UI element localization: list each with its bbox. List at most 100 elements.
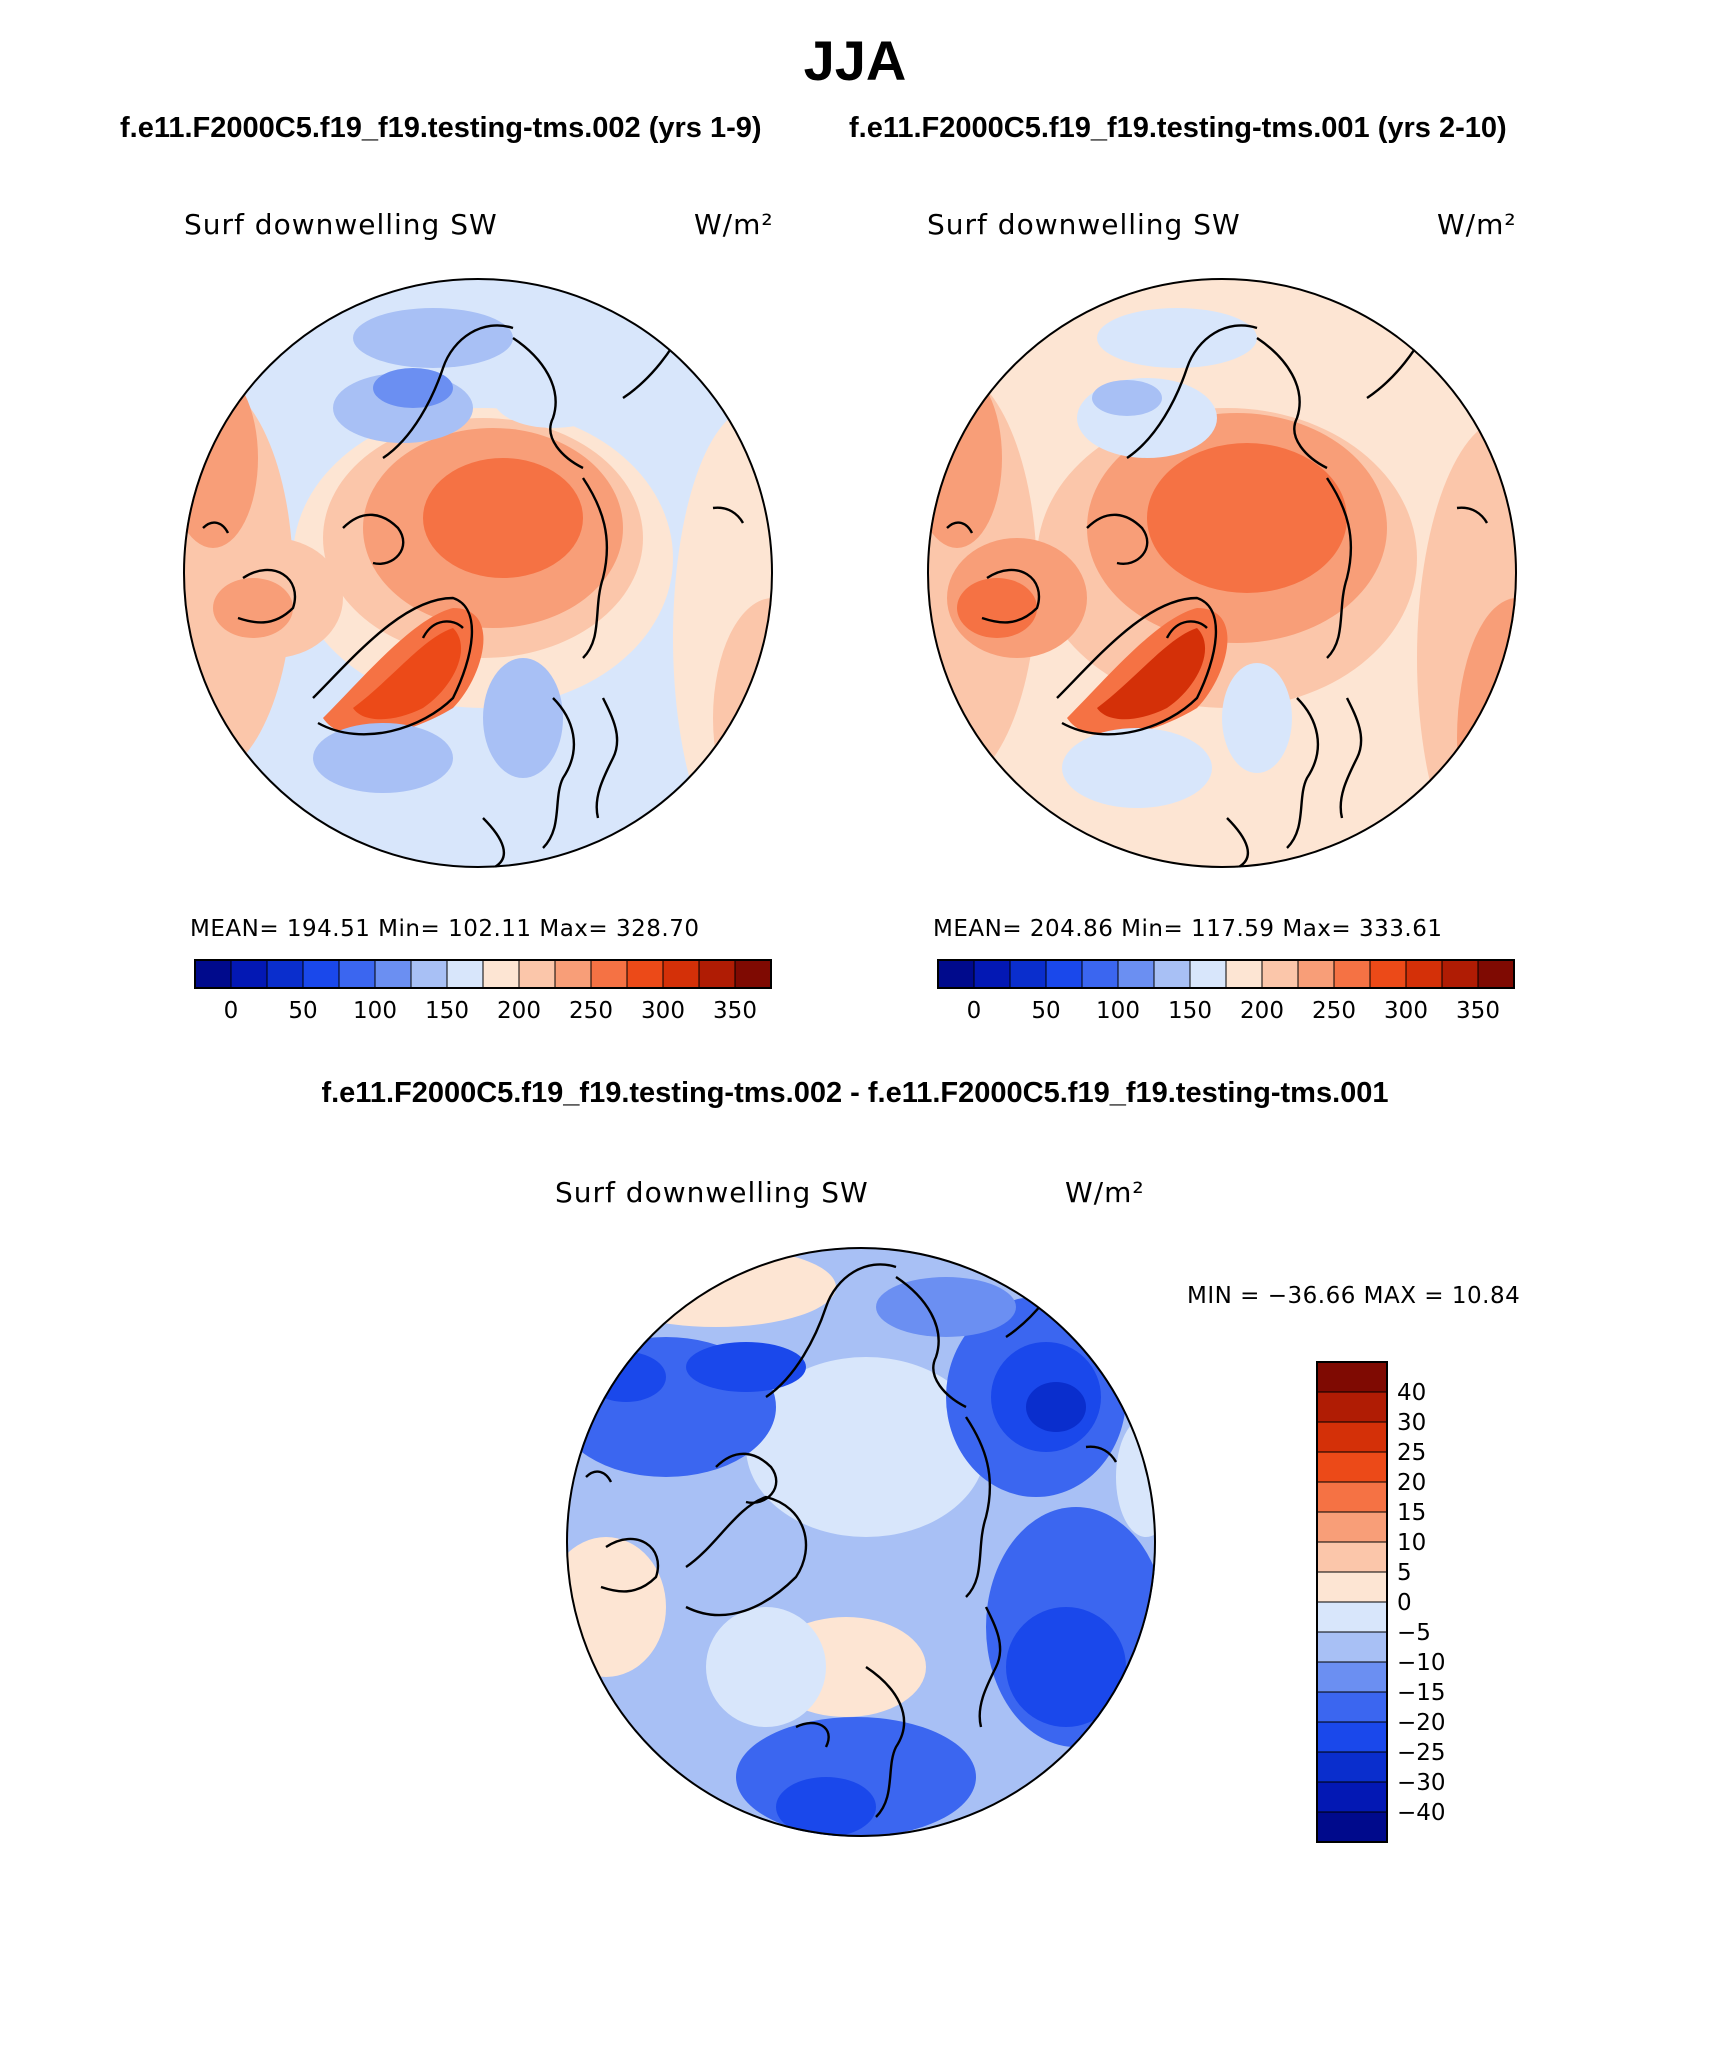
right-colorbar-swatch-9 (1261, 959, 1299, 989)
right-colorbar-tick-label: 150 (1168, 998, 1212, 1024)
difference-colorbar-tick-label: 15 (1397, 1500, 1426, 1526)
difference-colorbar-swatch-12 (1316, 1721, 1388, 1753)
left-colorbar-swatch-5 (374, 959, 412, 989)
right-colorbar-swatch-12 (1369, 959, 1407, 989)
difference-colorbar-swatch-6 (1316, 1541, 1388, 1573)
left-colorbar-swatch-1 (230, 959, 268, 989)
diff-panel-variable-label: Surf downwelling SW (555, 1176, 869, 1209)
figure-title: JJA (803, 29, 907, 92)
right-colorbar-tick-label: 250 (1312, 998, 1356, 1024)
left-colorbar-swatch-2 (266, 959, 304, 989)
difference-colorbar-swatch-3 (1316, 1451, 1388, 1483)
difference-colorbar-tick-label: 5 (1397, 1560, 1412, 1586)
right-colorbar-swatch-3 (1045, 959, 1083, 989)
right-colorbar-swatch-15 (1477, 959, 1515, 989)
left-colorbar-swatch-3 (302, 959, 340, 989)
left-colorbar-tick-label: 100 (353, 998, 397, 1024)
difference-colorbar-frame (1316, 1361, 1388, 1843)
right-colorbar-swatch-7 (1189, 959, 1227, 989)
left-colorbar-swatch-4 (338, 959, 376, 989)
difference-colorbar-tick-label: −10 (1397, 1650, 1446, 1676)
difference-colorbar-swatch-14 (1316, 1781, 1388, 1813)
left-colorbar-swatch-13 (662, 959, 700, 989)
difference-colorbar-tick-label: 25 (1397, 1440, 1426, 1466)
left-colorbar-tick-label: 150 (425, 998, 469, 1024)
right-colorbar-tick-label: 0 (967, 998, 982, 1024)
right-colorbar-tick-label: 100 (1096, 998, 1140, 1024)
left-colorbar-swatch-15 (734, 959, 772, 989)
difference-colorbar-tick-label: 30 (1397, 1410, 1426, 1436)
left-colorbar-swatch-6 (410, 959, 448, 989)
difference-colorbar-tick-label: 10 (1397, 1530, 1426, 1556)
left-colorbar: 0 50 100 150 200 250 300 350 (194, 959, 772, 1024)
left-colorbar-swatch-14 (698, 959, 736, 989)
right-colorbar-swatch-10 (1297, 959, 1335, 989)
left-colorbar-swatch-9 (518, 959, 556, 989)
right-colorbar-swatch-14 (1441, 959, 1479, 989)
left-colorbar-tick-label: 50 (288, 998, 317, 1024)
difference-colorbar: 40 30 25 20 15 10 5 0 −5 −10 −15 −20 −25 −30 −40 (1316, 1361, 1446, 1843)
left-panel-variable-label: Surf downwelling SW (184, 208, 498, 241)
right-panel-units-label: W/m² (1437, 208, 1517, 241)
right-polar-map (927, 278, 1517, 868)
right-colorbar-swatch-0 (937, 959, 975, 989)
difference-colorbar-swatch-5 (1316, 1511, 1388, 1543)
left-colorbar-swatch-12 (626, 959, 664, 989)
right-colorbar-swatch-2 (1009, 959, 1047, 989)
diff-panel-stats: MIN = −36.66 MAX = 10.84 (1187, 1283, 1521, 1309)
difference-colorbar-swatch-13 (1316, 1751, 1388, 1783)
left-colorbar-swatch-10 (554, 959, 592, 989)
right-colorbar-swatch-11 (1333, 959, 1371, 989)
difference-colorbar-tick-label: −15 (1397, 1680, 1446, 1706)
right-colorbar-swatch-13 (1405, 959, 1443, 989)
right-colorbar-tick-label: 200 (1240, 998, 1284, 1024)
difference-colorbar-swatch-8 (1316, 1601, 1388, 1633)
difference-colorbar-tick-label: −5 (1397, 1620, 1431, 1646)
difference-colorbar-swatch-2 (1316, 1421, 1388, 1453)
left-panel-units-label: W/m² (694, 208, 774, 241)
difference-colorbar-tick-label: 40 (1397, 1380, 1426, 1406)
difference-colorbar-tick-label: −20 (1397, 1710, 1446, 1736)
difference-colorbar-swatch-1 (1316, 1391, 1388, 1423)
left-case-subtitle: f.e11.F2000C5.f19_f19.testing-tms.002 (y… (120, 112, 762, 144)
right-colorbar-swatch-1 (973, 959, 1011, 989)
difference-colorbar-tick-label: 0 (1397, 1590, 1412, 1616)
right-colorbar: 0 50 100 150 200 250 300 350 (937, 959, 1515, 1024)
difference-colorbar-tick-label: −25 (1397, 1740, 1446, 1766)
left-colorbar-swatch-0 (194, 959, 232, 989)
difference-colorbar-tick-label: 20 (1397, 1470, 1426, 1496)
left-colorbar-swatch-8 (482, 959, 520, 989)
difference-polar-map (566, 1247, 1156, 1837)
difference-colorbar-swatch-15 (1316, 1811, 1388, 1843)
left-colorbar-tick-label: 300 (641, 998, 685, 1024)
right-case-subtitle: f.e11.F2000C5.f19_f19.testing-tms.001 (y… (849, 112, 1507, 144)
difference-colorbar-swatch-10 (1316, 1661, 1388, 1693)
left-colorbar-tick-label: 250 (569, 998, 613, 1024)
difference-colorbar-tick-label: −30 (1397, 1770, 1446, 1796)
left-colorbar-swatch-7 (446, 959, 484, 989)
difference-colorbar-swatch-0 (1316, 1361, 1388, 1393)
difference-colorbar-swatch-11 (1316, 1691, 1388, 1723)
difference-colorbar-swatch-7 (1316, 1571, 1388, 1603)
difference-colorbar-swatch-9 (1316, 1631, 1388, 1663)
left-colorbar-frame (194, 959, 772, 989)
right-colorbar-swatch-6 (1153, 959, 1191, 989)
difference-subtitle: f.e11.F2000C5.f19_f19.testing-tms.002 - … (321, 1077, 1389, 1109)
right-colorbar-swatch-4 (1081, 959, 1119, 989)
left-colorbar-tick-label: 350 (713, 998, 757, 1024)
diff-panel-units-label: W/m² (1065, 1176, 1145, 1209)
right-colorbar-frame (937, 959, 1515, 989)
difference-colorbar-tick-label: −40 (1397, 1800, 1446, 1826)
left-colorbar-tick-label: 200 (497, 998, 541, 1024)
right-colorbar-tick-label: 300 (1384, 998, 1428, 1024)
right-colorbar-tick-label: 50 (1031, 998, 1060, 1024)
right-panel-stats: MEAN= 204.86 Min= 117.59 Max= 333.61 (933, 916, 1443, 942)
left-colorbar-tick-label: 0 (224, 998, 239, 1024)
right-colorbar-tick-label: 350 (1456, 998, 1500, 1024)
left-colorbar-swatch-11 (590, 959, 628, 989)
difference-colorbar-swatch-4 (1316, 1481, 1388, 1513)
right-panel-variable-label: Surf downwelling SW (927, 208, 1241, 241)
right-colorbar-swatch-8 (1225, 959, 1263, 989)
right-colorbar-swatch-5 (1117, 959, 1155, 989)
left-polar-map (183, 278, 773, 868)
